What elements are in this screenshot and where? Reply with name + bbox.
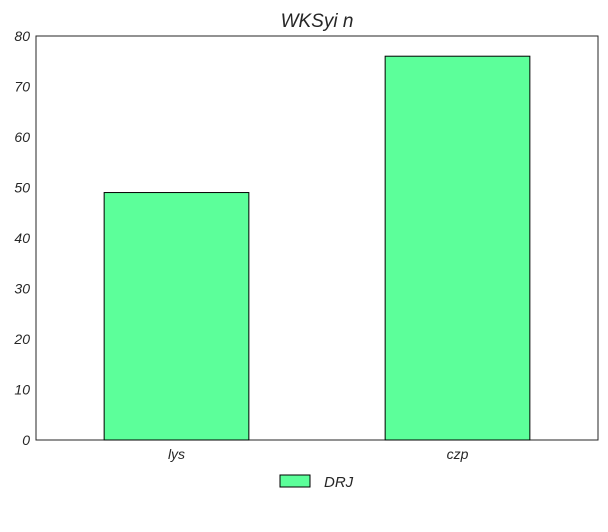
y-tick-label: 50 [14, 180, 30, 196]
y-axis: 0 10 20 30 40 50 60 70 80 [13, 28, 30, 448]
y-tick-label: 80 [14, 28, 30, 44]
bar-series [103, 55, 531, 441]
y-tick-label: 70 [14, 79, 30, 95]
y-tick-label: 0 [22, 432, 30, 448]
y-tick-label: 20 [13, 331, 30, 347]
x-tick-label: czp [447, 446, 469, 462]
chart-title: WKSyi n [281, 11, 354, 32]
bar [103, 192, 250, 441]
bar [384, 55, 531, 441]
y-tick-label: 30 [14, 281, 30, 297]
y-tick-label: 40 [14, 230, 30, 246]
legend-label: DRJ [324, 474, 354, 491]
y-tick-label: 10 [14, 382, 30, 398]
x-axis: lys czp [168, 446, 469, 462]
legend-swatch [279, 474, 311, 488]
plot-area [35, 35, 599, 441]
legend[interactable]: DRJ [279, 474, 354, 491]
x-tick-label: lys [168, 446, 185, 462]
y-tick-label: 60 [14, 129, 30, 145]
